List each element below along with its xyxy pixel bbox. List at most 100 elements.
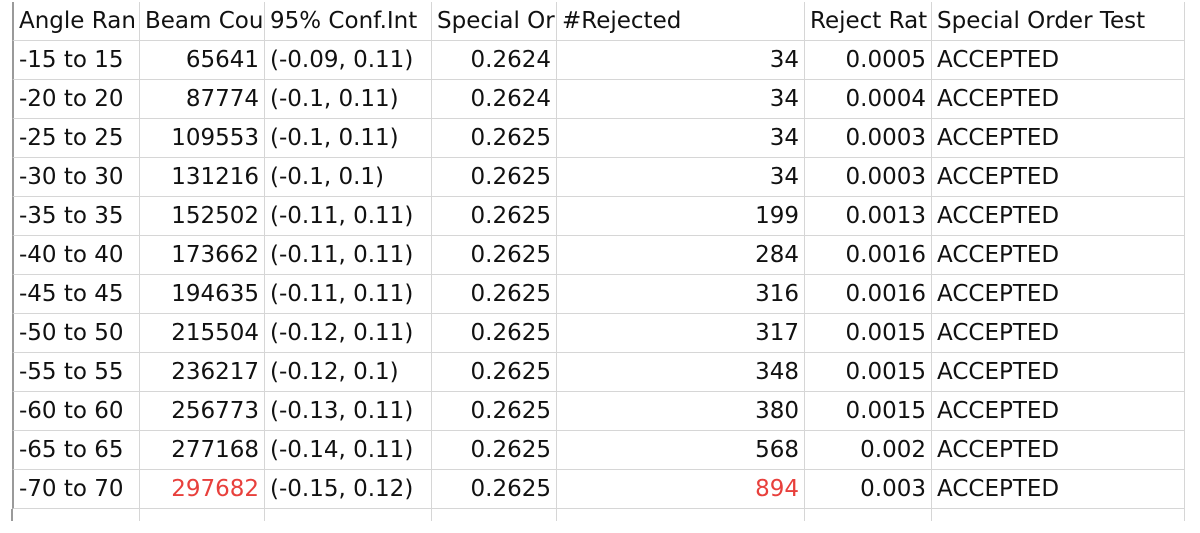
- grid-stub: [1184, 509, 1185, 521]
- table-cell[interactable]: 34: [557, 119, 805, 158]
- table-cell[interactable]: 0.2625: [432, 353, 557, 392]
- table-cell[interactable]: ACCEPTED: [932, 197, 1185, 236]
- table-cell[interactable]: -50 to 50: [12, 314, 140, 353]
- table-cell[interactable]: 0.2624: [432, 41, 557, 80]
- table-cell[interactable]: ACCEPTED: [932, 236, 1185, 275]
- table-cell[interactable]: (-0.11, 0.11): [265, 236, 432, 275]
- table-cell[interactable]: 0.2625: [432, 392, 557, 431]
- header-cell[interactable]: Reject Rat: [805, 2, 932, 41]
- table-cell[interactable]: 0.2625: [432, 470, 557, 509]
- header-cell[interactable]: Angle Ran: [12, 2, 140, 41]
- table-cell[interactable]: 894: [557, 470, 805, 509]
- table-cell[interactable]: ACCEPTED: [932, 392, 1185, 431]
- table-cell[interactable]: 0.0003: [805, 119, 932, 158]
- table-cell[interactable]: 0.0013: [805, 197, 932, 236]
- header-cell[interactable]: Beam Cou: [140, 2, 265, 41]
- table-cell[interactable]: -70 to 70: [12, 470, 140, 509]
- table-cell[interactable]: ACCEPTED: [932, 275, 1185, 314]
- header-cell[interactable]: Special Or: [432, 2, 557, 41]
- table-cell[interactable]: 131216: [140, 158, 265, 197]
- grid-stub: [804, 509, 805, 521]
- table-cell[interactable]: 284: [557, 236, 805, 275]
- table-cell[interactable]: 152502: [140, 197, 265, 236]
- header-cell[interactable]: Special Order Test: [932, 2, 1185, 41]
- table-cell[interactable]: 34: [557, 80, 805, 119]
- table-cell[interactable]: 256773: [140, 392, 265, 431]
- table-cell[interactable]: (-0.12, 0.1): [265, 353, 432, 392]
- table-cell[interactable]: (-0.1, 0.11): [265, 119, 432, 158]
- header-cell[interactable]: #Rejected: [557, 2, 805, 41]
- table-cell[interactable]: ACCEPTED: [932, 353, 1185, 392]
- table-cell[interactable]: 297682: [140, 470, 265, 509]
- table-cell[interactable]: 0.0004: [805, 80, 932, 119]
- header-cell[interactable]: 95% Conf.Int: [265, 2, 432, 41]
- table-cell[interactable]: -65 to 65: [12, 431, 140, 470]
- table-cell[interactable]: 277168: [140, 431, 265, 470]
- table-cell[interactable]: ACCEPTED: [932, 470, 1185, 509]
- table-cell[interactable]: ACCEPTED: [932, 158, 1185, 197]
- table-cell[interactable]: 0.2625: [432, 275, 557, 314]
- grid-stub: [431, 509, 432, 521]
- table-cell[interactable]: (-0.11, 0.11): [265, 275, 432, 314]
- grid-stub: [11, 509, 13, 521]
- table-cell[interactable]: 0.2624: [432, 80, 557, 119]
- table-cell[interactable]: 0.2625: [432, 197, 557, 236]
- table-cell[interactable]: (-0.09, 0.11): [265, 41, 432, 80]
- table-cell[interactable]: 34: [557, 41, 805, 80]
- table-cell[interactable]: -40 to 40: [12, 236, 140, 275]
- table-cell[interactable]: 173662: [140, 236, 265, 275]
- table-cell[interactable]: 194635: [140, 275, 265, 314]
- table-cell[interactable]: 236217: [140, 353, 265, 392]
- table-cell[interactable]: -45 to 45: [12, 275, 140, 314]
- table-cell[interactable]: (-0.13, 0.11): [265, 392, 432, 431]
- table-cell[interactable]: -20 to 20: [12, 80, 140, 119]
- table-cell[interactable]: 199: [557, 197, 805, 236]
- table-cell[interactable]: -15 to 15: [12, 41, 140, 80]
- table-cell[interactable]: 0.0003: [805, 158, 932, 197]
- grid-stub: [556, 509, 557, 521]
- table-cell[interactable]: ACCEPTED: [932, 41, 1185, 80]
- table-cell[interactable]: 0.0015: [805, 314, 932, 353]
- table-cell[interactable]: (-0.1, 0.1): [265, 158, 432, 197]
- table-cell[interactable]: 0.2625: [432, 119, 557, 158]
- table-cell[interactable]: 568: [557, 431, 805, 470]
- table-cell[interactable]: 0.2625: [432, 236, 557, 275]
- grid-stub: [264, 509, 265, 521]
- table-cell[interactable]: 0.0015: [805, 353, 932, 392]
- table-cell[interactable]: -30 to 30: [12, 158, 140, 197]
- table-cell[interactable]: (-0.15, 0.12): [265, 470, 432, 509]
- table-cell[interactable]: 0.0015: [805, 392, 932, 431]
- table-cell[interactable]: 0.2625: [432, 314, 557, 353]
- table-cell[interactable]: -60 to 60: [12, 392, 140, 431]
- table-cell[interactable]: 316: [557, 275, 805, 314]
- table-cell[interactable]: (-0.14, 0.11): [265, 431, 432, 470]
- table-cell[interactable]: ACCEPTED: [932, 431, 1185, 470]
- table-cell[interactable]: (-0.11, 0.11): [265, 197, 432, 236]
- table-cell[interactable]: 0.2625: [432, 158, 557, 197]
- table-cell[interactable]: 65641: [140, 41, 265, 80]
- table-cell[interactable]: 0.0016: [805, 275, 932, 314]
- table-cell[interactable]: 215504: [140, 314, 265, 353]
- table-cell[interactable]: 0.0016: [805, 236, 932, 275]
- grid-stub: [139, 509, 140, 521]
- table-cell[interactable]: -25 to 25: [12, 119, 140, 158]
- table-cell[interactable]: 34: [557, 158, 805, 197]
- table-cell[interactable]: 317: [557, 314, 805, 353]
- table-cell[interactable]: -55 to 55: [12, 353, 140, 392]
- table-cell[interactable]: 0.2625: [432, 431, 557, 470]
- table-cell[interactable]: -35 to 35: [12, 197, 140, 236]
- grid-stub: [931, 509, 932, 521]
- table-cell[interactable]: 0.003: [805, 470, 932, 509]
- table-cell[interactable]: (-0.1, 0.11): [265, 80, 432, 119]
- table-cell[interactable]: ACCEPTED: [932, 314, 1185, 353]
- table-cell[interactable]: 0.0005: [805, 41, 932, 80]
- table-cell[interactable]: (-0.12, 0.11): [265, 314, 432, 353]
- table-cell[interactable]: 380: [557, 392, 805, 431]
- table-cell[interactable]: ACCEPTED: [932, 80, 1185, 119]
- table-cell[interactable]: 87774: [140, 80, 265, 119]
- table-cell[interactable]: 109553: [140, 119, 265, 158]
- table-cell[interactable]: ACCEPTED: [932, 119, 1185, 158]
- table-cell[interactable]: 348: [557, 353, 805, 392]
- table-cell[interactable]: 0.002: [805, 431, 932, 470]
